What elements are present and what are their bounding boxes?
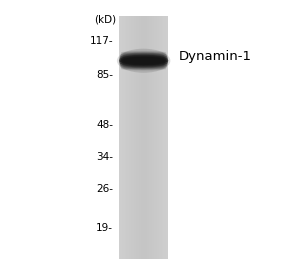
Bar [148, 16, 149, 259]
Ellipse shape [120, 56, 168, 59]
Bar [143, 16, 144, 259]
Ellipse shape [121, 67, 166, 70]
Ellipse shape [119, 60, 168, 63]
Bar [140, 16, 141, 259]
Bar [131, 16, 132, 259]
Bar [138, 16, 139, 259]
Bar [167, 16, 168, 259]
Bar [139, 16, 140, 259]
Bar [125, 16, 126, 259]
Bar [141, 16, 142, 259]
Bar [124, 16, 125, 259]
Bar [155, 16, 156, 259]
Bar [133, 16, 134, 259]
Bar [137, 16, 138, 259]
Bar [166, 16, 167, 259]
Bar [154, 16, 155, 259]
Bar [158, 16, 159, 259]
Ellipse shape [120, 54, 167, 57]
Bar [134, 16, 135, 259]
Bar [149, 16, 150, 259]
Ellipse shape [121, 52, 166, 55]
Bar [123, 16, 124, 259]
Text: Dynamin-1: Dynamin-1 [178, 50, 251, 63]
Ellipse shape [120, 56, 168, 60]
Bar [151, 16, 152, 259]
Bar [146, 16, 147, 259]
Ellipse shape [120, 65, 167, 68]
Bar [132, 16, 133, 259]
Ellipse shape [120, 54, 167, 58]
Bar [128, 16, 129, 259]
Ellipse shape [119, 60, 168, 64]
Ellipse shape [120, 63, 168, 66]
Bar [127, 16, 128, 259]
Text: 26-: 26- [96, 184, 113, 194]
Bar [145, 16, 146, 259]
Ellipse shape [121, 65, 167, 69]
Bar [150, 16, 151, 259]
Bar [130, 16, 131, 259]
Bar [157, 16, 158, 259]
Bar [163, 16, 164, 259]
Ellipse shape [121, 53, 167, 56]
Bar [159, 16, 160, 259]
Ellipse shape [119, 58, 168, 62]
Bar [161, 16, 162, 259]
Bar [165, 16, 166, 259]
Ellipse shape [121, 67, 166, 71]
Bar [126, 16, 127, 259]
Text: (kD): (kD) [94, 15, 116, 25]
Ellipse shape [119, 57, 168, 60]
Bar [142, 16, 143, 259]
Bar [136, 16, 137, 259]
Bar [135, 16, 136, 259]
Bar [121, 16, 122, 259]
Bar [152, 16, 153, 259]
Ellipse shape [121, 66, 166, 69]
Bar [164, 16, 165, 259]
Bar [122, 16, 123, 259]
Bar [144, 16, 145, 259]
Bar [120, 16, 121, 259]
Ellipse shape [121, 51, 166, 54]
Text: 117-: 117- [90, 36, 113, 46]
Ellipse shape [120, 64, 167, 67]
Bar [153, 16, 154, 259]
Ellipse shape [120, 63, 167, 67]
Bar [162, 16, 163, 259]
Bar [129, 16, 130, 259]
Ellipse shape [119, 59, 168, 62]
Text: 85-: 85- [96, 70, 113, 80]
Ellipse shape [119, 58, 168, 61]
Text: 19-: 19- [96, 223, 113, 233]
Ellipse shape [121, 51, 166, 55]
Bar [147, 16, 148, 259]
Ellipse shape [120, 62, 168, 65]
Ellipse shape [120, 55, 167, 58]
Bar [119, 16, 168, 259]
Bar [119, 16, 120, 259]
Bar [160, 16, 161, 259]
Text: 34-: 34- [96, 152, 113, 162]
Bar [156, 16, 157, 259]
Text: 48-: 48- [96, 120, 113, 130]
Ellipse shape [117, 49, 170, 73]
Ellipse shape [119, 61, 168, 64]
